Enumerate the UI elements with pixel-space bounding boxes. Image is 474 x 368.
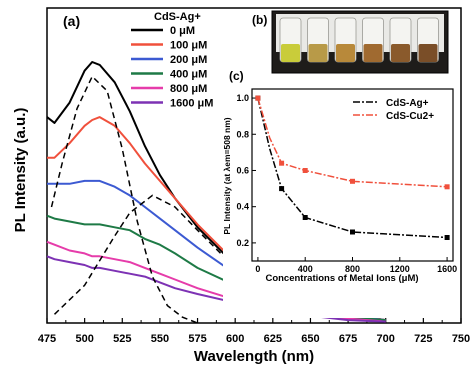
main-dashed-component-1 (53, 194, 311, 315)
legend-label-3: 400 μM (170, 69, 207, 81)
vial-liquid-5 (418, 44, 438, 62)
inset-point-1-0 (255, 95, 261, 101)
inset-point-1-2 (279, 160, 285, 166)
legend-label-0: 0 μM (170, 25, 195, 37)
panel-c-label: (c) (229, 69, 244, 83)
inset-y-axis-label: PL Intensity (at λem=508 nm) (222, 117, 232, 234)
inset-point-0-5 (444, 235, 450, 240)
legend-title: CdS-Ag+ (154, 11, 201, 23)
main-x-tick-label: 575 (188, 333, 206, 345)
inset-x-tick-label: 0 (255, 264, 260, 274)
inset-x-tick-label: 1200 (390, 264, 410, 274)
inset-series-line-1 (257, 97, 448, 188)
main-x-tick-label: 750 (452, 333, 470, 345)
inset-point-0-3 (302, 215, 308, 220)
inset-y-tick-label: 1.0 (236, 93, 249, 103)
main-x-tick-label: 500 (75, 333, 93, 345)
panel-b-label: (b) (252, 13, 267, 27)
main-x-ticks: 475 500 525 550 575 600 625 650 675 700 725 750 (38, 318, 470, 345)
inset-x-tick-label: 800 (345, 264, 360, 274)
vial-liquid-2 (336, 44, 355, 62)
main-x-tick-label: 550 (151, 333, 169, 345)
main-x-tick-label: 525 (113, 333, 131, 345)
legend-label-1: 100 μM (170, 40, 207, 52)
main-y-axis-label: PL Intensity (a.u.) (12, 108, 29, 233)
inset-series-lines (255, 95, 450, 240)
main-dashed-components (50, 75, 311, 324)
legend-label-5: 1600 μM (170, 98, 213, 110)
inset-y-tick-label: 0.6 (236, 165, 249, 175)
inset-point-1-4 (350, 178, 355, 184)
inset-chart-c: (c) 0 400 800 1200 1600 0.2 0.4 0.6 0.8 1.0 Conce… (222, 69, 460, 318)
main-x-tick-label: 700 (377, 333, 395, 345)
inset-x-tick-label: 1600 (437, 264, 457, 274)
main-x-tick-label: 650 (301, 333, 319, 345)
inset-bg (223, 86, 460, 318)
inset-x-tick-label: 400 (298, 264, 313, 274)
main-x-tick-label: 675 (339, 333, 357, 345)
inset-legend-agplus: CdS-Ag+ (386, 98, 429, 109)
main-x-tick-label: 475 (38, 333, 56, 345)
inset-series-line-0 (257, 97, 448, 239)
vial-liquid-4 (391, 44, 410, 62)
vial-liquid-0 (281, 44, 300, 62)
inset-legend-cu2plus: CdS-Cu2+ (386, 111, 434, 122)
main-x-tick-label: 725 (414, 333, 432, 345)
vial-liquid-3 (363, 44, 383, 62)
inset-y-tick-label: 0.4 (236, 202, 249, 212)
main-dashed-component-0 (50, 75, 198, 324)
inset-point-1-3 (302, 168, 308, 173)
inset-y-tick-label: 0.2 (236, 238, 249, 248)
main-x-axis-label: Wavelength (nm) (194, 348, 314, 365)
inset-legend: CdS-Ag+ CdS-Cu2+ (353, 98, 434, 122)
vial-liquid-1 (308, 44, 328, 62)
legend-label-2: 200 μM (170, 54, 207, 66)
panel-a-label: (a) (63, 13, 80, 29)
legend-label-4: 800 μM (170, 83, 207, 95)
inset-axis-ticks: 0 400 800 1200 1600 0.2 0.4 0.6 0.8 1.0 (236, 93, 457, 274)
inset-point-1-5 (444, 184, 450, 190)
inset-x-axis-label: Concentrations of Metal Ions (μM) (265, 273, 418, 284)
main-legend: CdS-Ag+ 0 μM 100 μM 200 μM 400 μM 800 μM 1600… (131, 11, 213, 110)
main-x-tick-label: 600 (226, 333, 244, 345)
inset-point-0-4 (350, 229, 355, 235)
inset-photo-b: (b) (252, 10, 449, 74)
inset-y-tick-label: 0.8 (236, 129, 249, 139)
inset-point-0-2 (279, 186, 285, 192)
main-x-tick-label: 625 (264, 333, 282, 345)
